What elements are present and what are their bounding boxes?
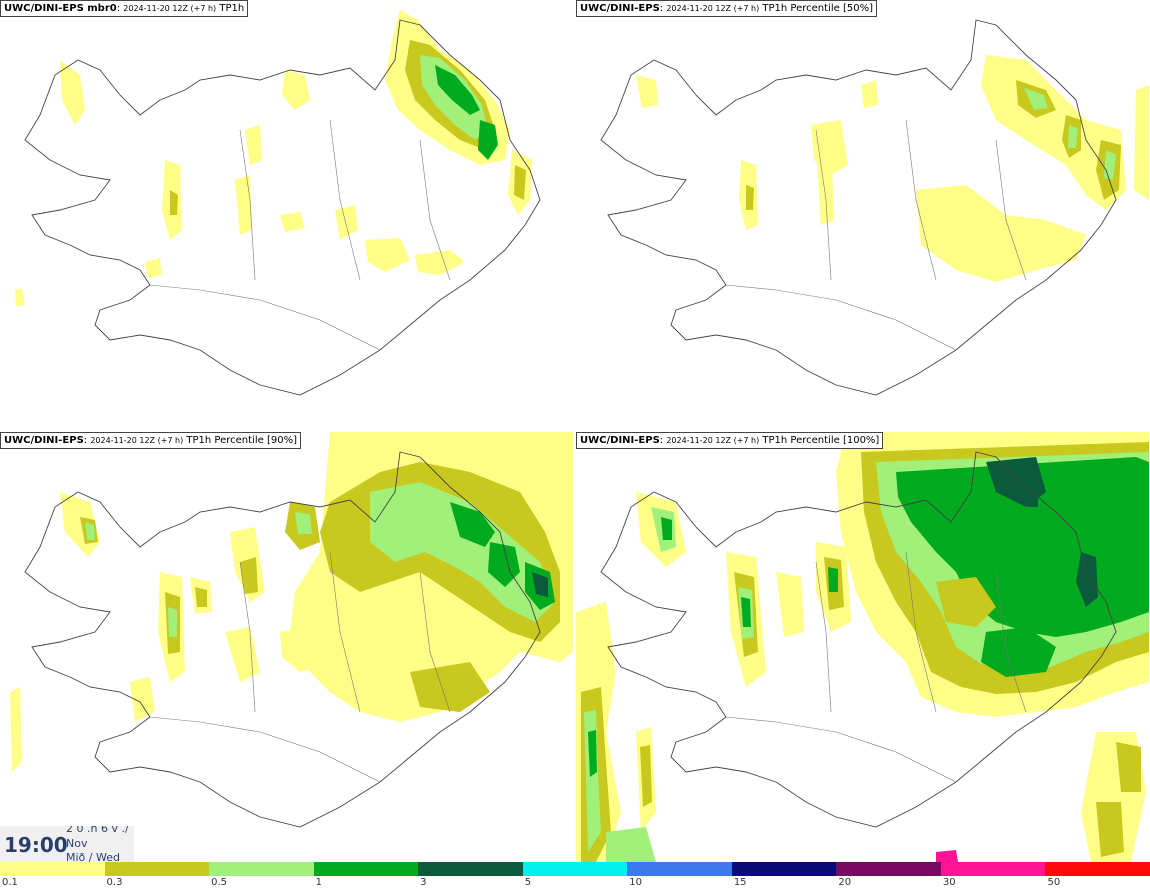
legend-swatch <box>104 862 210 876</box>
valid-time-box: 19:00 2 0 .h 6 v ./ Nov Mið / Wed <box>0 826 134 862</box>
precip-map <box>10 432 573 828</box>
panel-title: UWC/DINI-EPS: 2024-11-20 12Z (+7 h) TP1h… <box>576 0 877 17</box>
legend-tick-label: 0.3 <box>106 877 123 888</box>
legend-tick-label: 1 <box>315 877 322 888</box>
legend-tick-label: 30 <box>942 877 956 888</box>
panel-title: UWC/DINI-EPS: 2024-11-20 12Z (+7 h) TP1h… <box>576 432 884 449</box>
legend-swatch <box>836 862 941 876</box>
precip-map <box>600 19 1149 396</box>
legend-tick-label: 5 <box>524 877 532 888</box>
iceland-coastline <box>24 451 541 828</box>
color-legend <box>0 862 1150 876</box>
map-panel-mbr0: UWC/DINI-EPS mbr0: 2024-11-20 12Z (+7 h)… <box>0 0 573 430</box>
map-panel-p50: UWC/DINI-EPS: 2024-11-20 12Z (+7 h) TP1h… <box>576 0 1149 430</box>
legend-swatch <box>418 862 523 876</box>
iceland-coastline <box>600 451 1117 828</box>
legend-swatch <box>522 862 628 876</box>
legend-tick-label: 0.1 <box>2 877 18 888</box>
map-panel-p100: UWC/DINI-EPS: 2024-11-20 12Z (+7 h) TP1h… <box>576 432 1149 862</box>
iceland-coastline <box>24 19 541 396</box>
precip-map <box>15 10 541 396</box>
precip-map <box>576 432 1149 862</box>
legend-tick-label: 3 <box>420 877 427 888</box>
legend-tick-label: 15 <box>733 877 747 888</box>
panel-title: UWC/DINI-EPS mbr0: 2024-11-20 12Z (+7 h)… <box>0 0 249 17</box>
legend-tick-label: 20 <box>838 877 852 888</box>
legend-swatch <box>940 862 1046 876</box>
valid-date-line1: 2 0 .h 6 v ./ <box>66 826 129 835</box>
legend-swatch <box>0 862 105 876</box>
legend-tick-label: 50 <box>1047 877 1061 888</box>
legend-swatch <box>313 862 419 876</box>
valid-time: 19:00 <box>4 833 68 857</box>
legend-swatch <box>731 862 837 876</box>
precip-areas <box>576 432 1149 862</box>
map-panel-p90: UWC/DINI-EPS: 2024-11-20 12Z (+7 h) TP1h… <box>0 432 573 862</box>
iceland-coastline <box>600 19 1117 396</box>
valid-weekday: Mið / Wed <box>66 851 120 862</box>
legend-swatch <box>209 862 314 876</box>
valid-month: Nov <box>66 837 88 850</box>
legend-tick-label: 0.5 <box>211 877 227 888</box>
precip-areas <box>636 55 1149 282</box>
panel-title: UWC/DINI-EPS: 2024-11-20 12Z (+7 h) TP1h… <box>0 432 301 449</box>
legend-ticks: 0.1 0.3 0.5 1 3 5 10 15 20 30 50 <box>0 876 1150 891</box>
legend-tick-label: 10 <box>629 877 642 888</box>
legend-swatch <box>627 862 732 876</box>
precip-areas <box>15 10 532 306</box>
legend-swatch <box>1045 862 1150 876</box>
precip-areas <box>10 432 573 772</box>
